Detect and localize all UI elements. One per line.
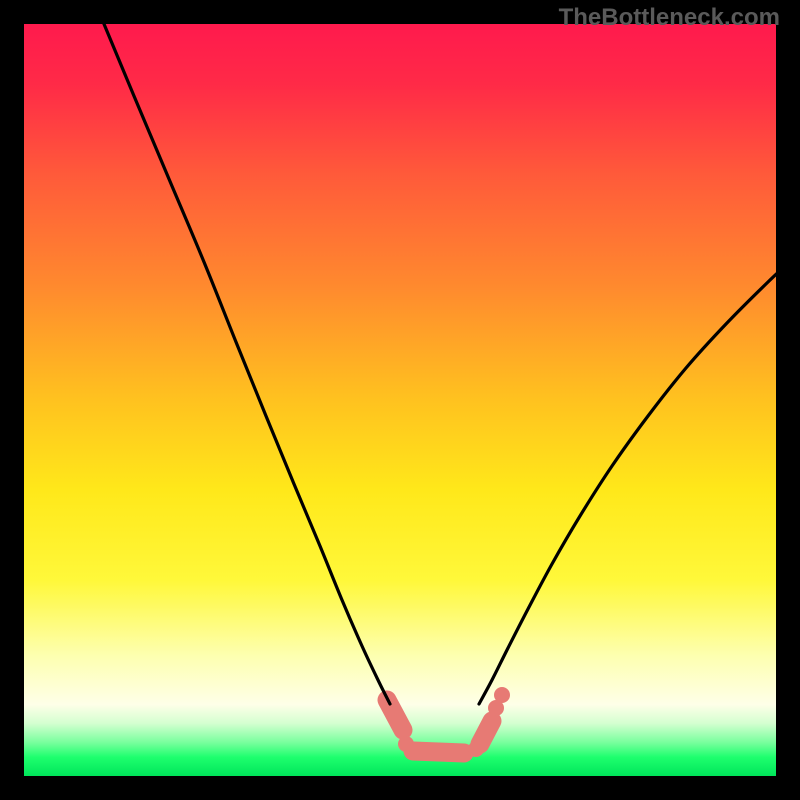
v-curve-right [479,256,796,704]
trough-dot [494,687,510,703]
trough-marker [387,687,510,757]
v-curve-left [104,24,390,704]
watermark-text: TheBottleneck.com [559,4,780,32]
chart-canvas: TheBottleneck.com [0,0,800,800]
trough-segment [413,751,464,753]
plot-area [24,24,776,776]
curve-layer [24,24,776,776]
trough-segment [480,721,492,744]
